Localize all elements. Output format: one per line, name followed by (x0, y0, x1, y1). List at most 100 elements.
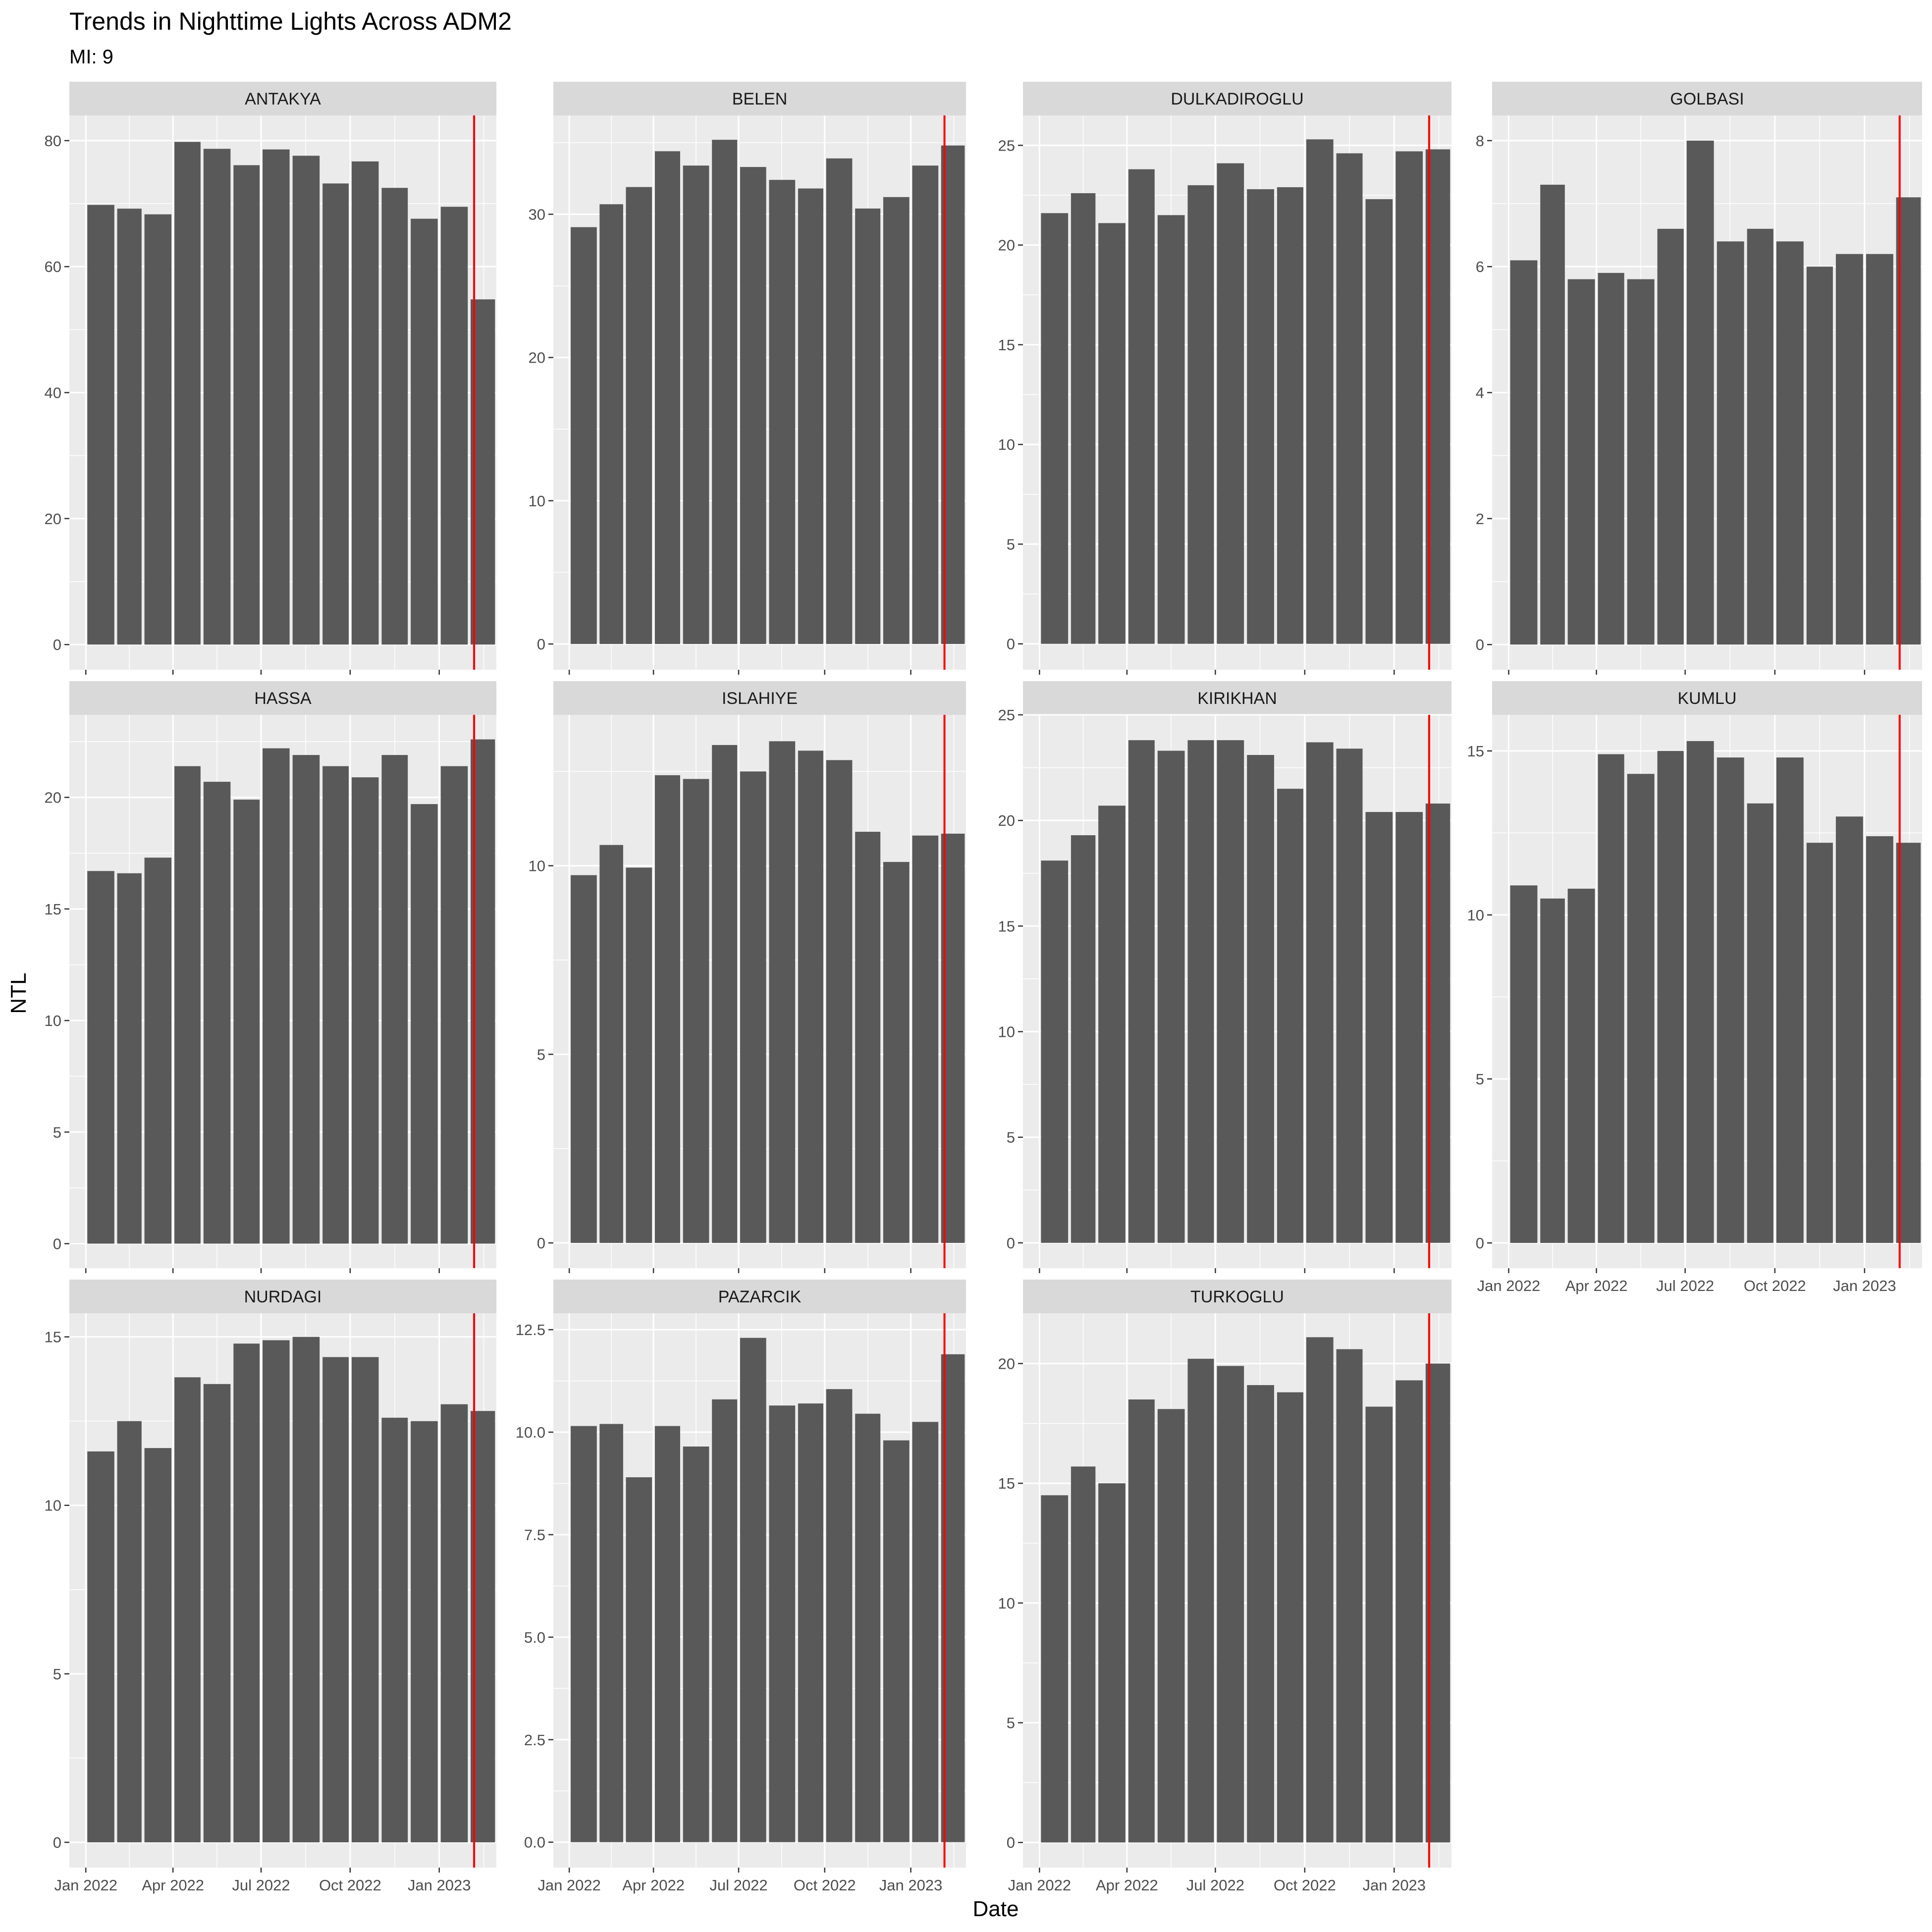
y-tick-label: 15 (998, 1475, 1015, 1492)
facet-strip (553, 1280, 966, 1313)
bar (322, 183, 349, 645)
y-tick-label: 8 (1476, 132, 1484, 150)
bar (883, 197, 910, 644)
bar (233, 165, 260, 645)
bar (174, 766, 201, 1244)
facet-strip (1023, 681, 1451, 715)
y-tick-label: 20 (998, 237, 1015, 254)
facet-panels: ANTAKYA020406080BELEN0102030DULKADIROGLU… (45, 82, 1922, 1894)
y-tick-label: 10 (529, 492, 545, 510)
bar (144, 214, 172, 645)
bar (626, 187, 652, 644)
y-tick-label: 30 (529, 206, 545, 223)
y-tick-label: 5 (1007, 536, 1015, 553)
facet-panel-nurdagi: NURDAGI 0 5 10 15 Jan 2022 Apr 2022 Jul 2022 Oct… (45, 1280, 496, 1894)
bar (203, 1384, 231, 1842)
facet-strip (69, 681, 496, 715)
bar (203, 782, 231, 1244)
bar (712, 1399, 738, 1842)
bar (1835, 254, 1863, 645)
bar (769, 741, 796, 1243)
bar (1806, 843, 1833, 1243)
bar (233, 1343, 260, 1842)
bar (1098, 805, 1126, 1243)
y-tick-label: 60 (45, 258, 61, 275)
y-tick-label: 20 (998, 1355, 1015, 1373)
bar (381, 755, 408, 1244)
y-tick-label: 0 (1007, 1234, 1015, 1252)
facet-label: KUMLU (1677, 689, 1736, 708)
facet-label: GOLBASI (1670, 90, 1744, 108)
bar (117, 1421, 142, 1842)
bar (1217, 163, 1244, 644)
bar (683, 779, 709, 1243)
bar (1866, 836, 1893, 1243)
bar (1776, 757, 1804, 1243)
bar (1598, 754, 1624, 1243)
bar (826, 760, 853, 1243)
bar (1128, 1399, 1155, 1843)
x-tick-label: Jan 2022 (537, 1877, 601, 1894)
bar (798, 751, 823, 1243)
bar (144, 858, 172, 1244)
y-tick-label: 10 (998, 436, 1015, 453)
bar (1277, 789, 1303, 1243)
bar (1128, 169, 1155, 644)
y-tick-label: 5 (53, 1665, 61, 1683)
facet-strip (553, 681, 966, 715)
y-tick-label: 0 (53, 636, 61, 653)
bar (144, 1448, 172, 1842)
x-tick-label: Oct 2022 (319, 1877, 381, 1894)
bar (440, 207, 468, 645)
bar (1336, 1349, 1363, 1843)
bar (440, 766, 468, 1244)
facet-panel-dulkadiroglu: DULKADIROGLU 0 5 10 15 20 25 (998, 82, 1451, 675)
y-tick-label: 20 (45, 510, 61, 528)
facet-label: HASSA (254, 689, 312, 708)
bar (322, 766, 349, 1244)
bar (912, 165, 939, 644)
y-tick-label: 25 (998, 706, 1015, 724)
facet-strip (69, 82, 496, 115)
bar (1365, 812, 1393, 1243)
bar (1540, 898, 1565, 1243)
y-tick-label: 10 (998, 1595, 1015, 1612)
bar (1157, 215, 1185, 644)
bar (1627, 279, 1655, 645)
bar (571, 227, 597, 644)
bar (292, 755, 320, 1244)
x-tick-label: Jul 2022 (709, 1877, 767, 1894)
facet-panel-pazarcik: PAZARCIK 0.0 2.5 5.0 7.5 10.0 12.5 Jan 2022 Apr … (516, 1280, 966, 1894)
x-tick-label: Apr 2022 (1565, 1277, 1628, 1294)
y-tick-label: 0 (537, 1234, 545, 1252)
y-tick-label: 5 (1007, 1715, 1015, 1732)
facet-panel-islahiye: ISLAHIYE 0 5 10 (529, 681, 966, 1273)
y-tick-label: 0.0 (524, 1834, 545, 1851)
bar (1806, 267, 1833, 645)
x-tick-label: Jul 2022 (232, 1877, 290, 1894)
bar (883, 861, 910, 1243)
facet-panel-antakya: ANTAKYA 0 20 40 60 80 (45, 82, 496, 675)
bar (1157, 751, 1185, 1243)
y-tick-label: 0 (53, 1834, 61, 1851)
bar (912, 1422, 939, 1842)
bar (855, 832, 881, 1243)
bar (1510, 260, 1538, 645)
y-tick-label: 80 (45, 132, 61, 150)
x-tick-label: Jul 2022 (1656, 1277, 1714, 1294)
y-tick-label: 15 (998, 917, 1015, 935)
x-tick-label: Jan 2022 (54, 1877, 117, 1894)
bar (1247, 755, 1274, 1243)
bar (1567, 279, 1595, 645)
y-tick-label: 40 (45, 384, 61, 402)
bar (1365, 199, 1393, 644)
x-tick-label: Apr 2022 (1096, 1877, 1158, 1894)
bar (1277, 1392, 1303, 1843)
bar (712, 140, 738, 644)
y-tick-label: 5 (537, 1046, 545, 1063)
bar (1277, 187, 1303, 644)
bar (203, 149, 231, 645)
y-tick-label: 4 (1476, 384, 1484, 402)
bar (1071, 193, 1096, 644)
